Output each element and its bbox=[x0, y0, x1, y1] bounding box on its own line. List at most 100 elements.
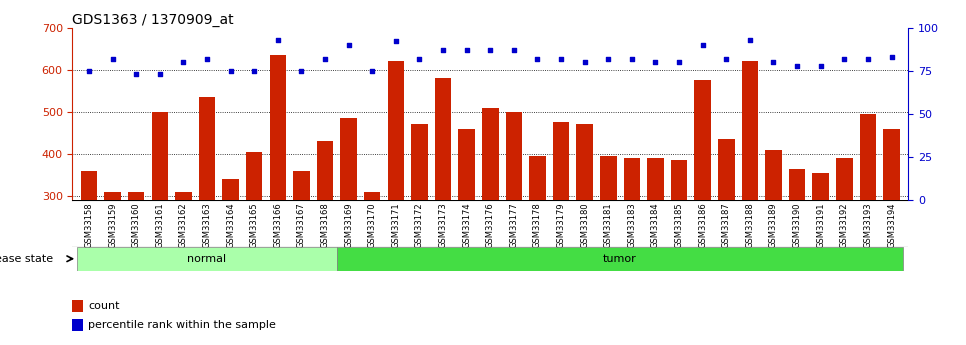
Text: GSM33162: GSM33162 bbox=[179, 203, 188, 248]
Bar bbox=[175, 192, 191, 322]
Bar bbox=[742, 61, 758, 322]
Bar bbox=[577, 124, 593, 322]
Text: GSM33164: GSM33164 bbox=[226, 203, 235, 248]
Point bbox=[577, 59, 592, 65]
Bar bbox=[387, 61, 404, 322]
Text: GSM33159: GSM33159 bbox=[108, 203, 117, 248]
Point bbox=[506, 47, 522, 53]
Text: GSM33158: GSM33158 bbox=[84, 203, 94, 248]
Point bbox=[412, 56, 427, 61]
Bar bbox=[128, 192, 145, 322]
Bar bbox=[246, 152, 263, 322]
Text: GSM33170: GSM33170 bbox=[368, 203, 377, 248]
Bar bbox=[670, 160, 688, 322]
Bar bbox=[765, 150, 781, 322]
Bar bbox=[553, 122, 569, 322]
Bar bbox=[836, 158, 853, 322]
Text: disease state: disease state bbox=[0, 254, 53, 264]
Point bbox=[483, 47, 498, 53]
Point bbox=[436, 47, 451, 53]
Text: GSM33165: GSM33165 bbox=[249, 203, 259, 248]
Point bbox=[270, 37, 286, 42]
Text: GSM33174: GSM33174 bbox=[462, 203, 471, 248]
Bar bbox=[505, 112, 522, 322]
Point bbox=[529, 56, 545, 61]
Bar bbox=[337, 247, 903, 271]
Bar bbox=[293, 171, 310, 322]
Point bbox=[388, 39, 404, 44]
Bar bbox=[412, 124, 428, 322]
Bar bbox=[104, 192, 121, 322]
Point bbox=[317, 56, 332, 61]
Text: GSM33188: GSM33188 bbox=[746, 203, 754, 248]
Point bbox=[601, 56, 616, 61]
Text: GSM33194: GSM33194 bbox=[887, 203, 896, 248]
Text: GSM33178: GSM33178 bbox=[533, 203, 542, 248]
Bar bbox=[647, 158, 664, 322]
Point bbox=[152, 71, 167, 77]
Point bbox=[766, 59, 781, 65]
Point bbox=[223, 68, 239, 73]
Point bbox=[459, 47, 474, 53]
Bar bbox=[72, 299, 83, 312]
Point bbox=[789, 63, 805, 68]
Text: GSM33166: GSM33166 bbox=[273, 203, 282, 248]
Bar bbox=[812, 173, 829, 322]
Point bbox=[695, 42, 710, 48]
Text: GSM33179: GSM33179 bbox=[556, 203, 565, 248]
Point bbox=[364, 68, 380, 73]
Text: GSM33190: GSM33190 bbox=[792, 203, 802, 248]
Point bbox=[719, 56, 734, 61]
Text: GSM33160: GSM33160 bbox=[131, 203, 141, 248]
Text: GSM33163: GSM33163 bbox=[203, 203, 212, 248]
Text: GSM33186: GSM33186 bbox=[698, 203, 707, 248]
Point bbox=[81, 68, 97, 73]
Text: GSM33189: GSM33189 bbox=[769, 203, 778, 248]
Text: GSM33181: GSM33181 bbox=[604, 203, 612, 248]
Text: percentile rank within the sample: percentile rank within the sample bbox=[88, 320, 275, 330]
Point bbox=[176, 59, 191, 65]
Bar bbox=[77, 247, 337, 271]
Bar bbox=[270, 55, 286, 322]
Text: tumor: tumor bbox=[603, 254, 637, 264]
Text: GSM33169: GSM33169 bbox=[344, 203, 354, 248]
Text: GSM33171: GSM33171 bbox=[391, 203, 400, 248]
Bar bbox=[72, 319, 83, 331]
Bar bbox=[695, 80, 711, 322]
Text: GSM33184: GSM33184 bbox=[651, 203, 660, 248]
Text: GSM33193: GSM33193 bbox=[864, 203, 872, 248]
Bar bbox=[624, 158, 640, 322]
Text: normal: normal bbox=[187, 254, 227, 264]
Point bbox=[294, 68, 309, 73]
Text: GSM33191: GSM33191 bbox=[816, 203, 825, 248]
Bar bbox=[435, 78, 451, 322]
Bar bbox=[222, 179, 239, 322]
Text: GSM33180: GSM33180 bbox=[581, 203, 589, 248]
Text: GSM33161: GSM33161 bbox=[156, 203, 164, 248]
Text: GSM33185: GSM33185 bbox=[674, 203, 684, 248]
Text: GSM33168: GSM33168 bbox=[321, 203, 329, 248]
Text: GSM33167: GSM33167 bbox=[297, 203, 306, 248]
Point bbox=[648, 59, 664, 65]
Text: count: count bbox=[88, 301, 120, 311]
Point bbox=[813, 63, 829, 68]
Point bbox=[624, 56, 639, 61]
Point bbox=[199, 56, 214, 61]
Bar bbox=[152, 112, 168, 322]
Text: GSM33172: GSM33172 bbox=[415, 203, 424, 248]
Bar bbox=[81, 171, 98, 322]
Text: GSM33183: GSM33183 bbox=[627, 203, 637, 248]
Bar bbox=[789, 169, 806, 322]
Point bbox=[554, 56, 569, 61]
Text: GSM33177: GSM33177 bbox=[509, 203, 519, 248]
Bar bbox=[529, 156, 546, 322]
Point bbox=[128, 71, 144, 77]
Bar bbox=[860, 114, 876, 322]
Bar bbox=[340, 118, 356, 322]
Text: GDS1363 / 1370909_at: GDS1363 / 1370909_at bbox=[72, 12, 234, 27]
Bar bbox=[482, 108, 498, 322]
Text: GSM33173: GSM33173 bbox=[439, 203, 447, 248]
Text: GSM33176: GSM33176 bbox=[486, 203, 495, 248]
Bar bbox=[364, 192, 381, 322]
Point bbox=[341, 42, 356, 48]
